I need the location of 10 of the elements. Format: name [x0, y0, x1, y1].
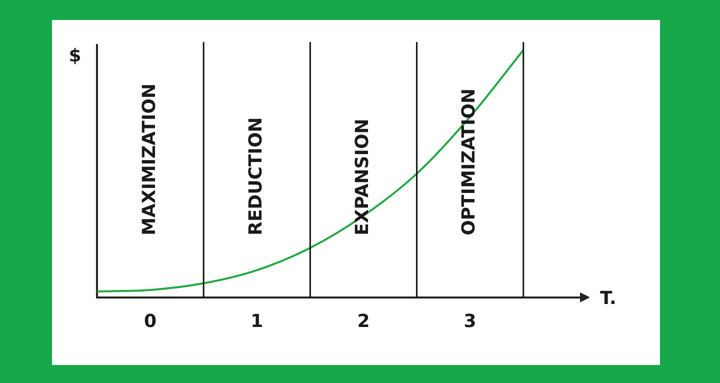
annotation: REDUCTION: [246, 117, 267, 236]
x-tick-label: 2: [357, 310, 370, 332]
annotation: MAXIMIZATION: [138, 83, 160, 236]
annotation: OPTIMIZATION: [458, 88, 480, 236]
annotation: EXPANSION: [352, 118, 374, 236]
y-axis-title: $: [68, 46, 82, 67]
x-tick-label: 0: [144, 310, 157, 332]
x-axis-title: T.: [600, 288, 616, 310]
x-tick-label: 1: [250, 310, 264, 332]
x-tick-label: 3: [464, 310, 476, 332]
